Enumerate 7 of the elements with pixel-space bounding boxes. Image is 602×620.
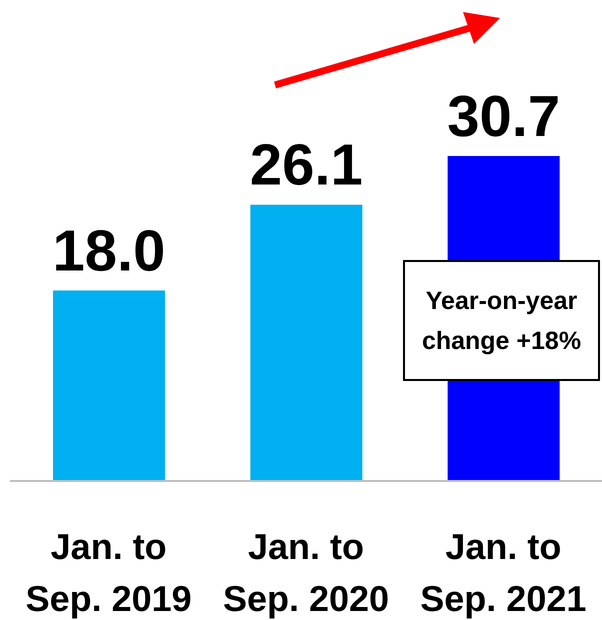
data-label: 26.1 <box>250 132 363 198</box>
x-tick-label: Jan. to Sep. 2020 <box>222 526 390 619</box>
data-label: 30.7 <box>447 84 560 149</box>
x-tick-label: Jan. to Sep. 2019 <box>26 526 192 619</box>
data-label: 18.0 <box>52 218 166 284</box>
x-tick-label: Jan. to Sep. 2021 <box>420 526 586 619</box>
annotation: Year-on-year change +18% <box>403 260 600 381</box>
